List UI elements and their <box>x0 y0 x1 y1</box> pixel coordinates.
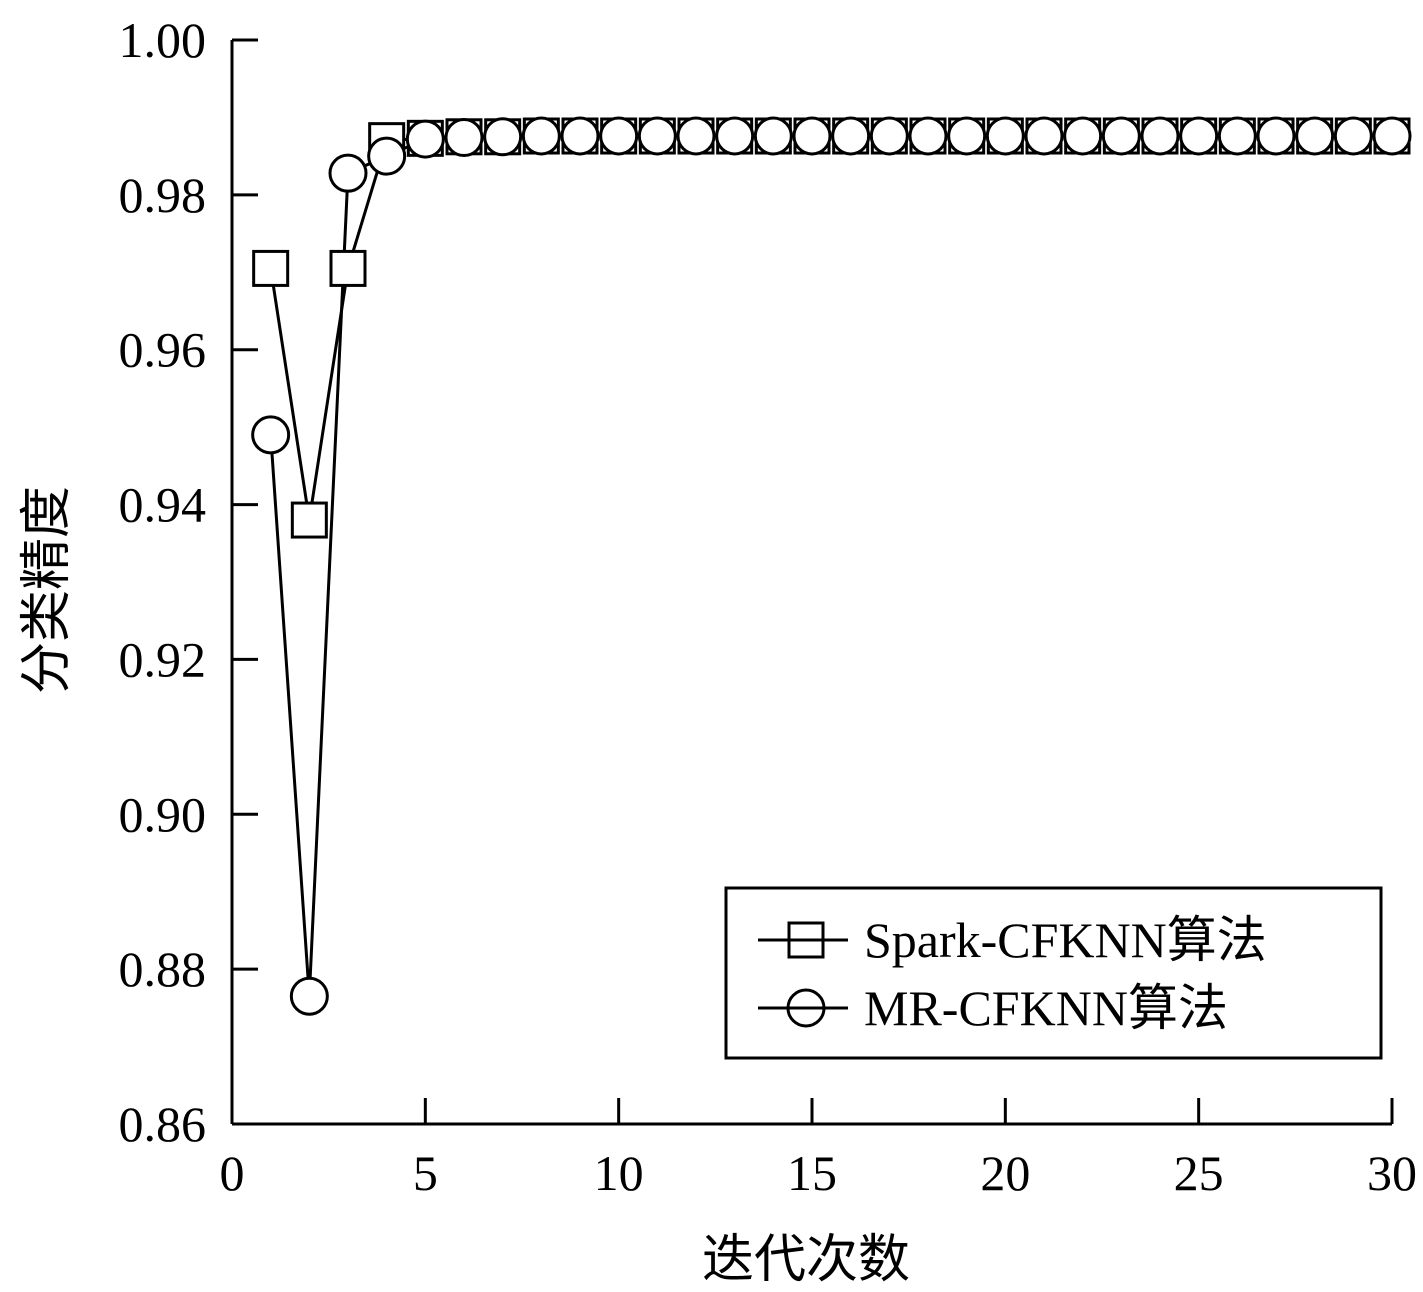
plot-marks <box>251 116 1412 1016</box>
y-tick-label: 0.92 <box>119 631 207 687</box>
data-point-circle <box>367 136 407 176</box>
data-point-circle <box>1256 116 1296 156</box>
x-tick-label: 20 <box>980 1145 1030 1201</box>
y-tick-label: 1.00 <box>119 12 207 68</box>
data-point-square <box>252 249 290 287</box>
x-tick-label: 25 <box>1174 1145 1224 1201</box>
data-point-circle <box>1024 116 1064 156</box>
data-point-circle <box>715 116 755 156</box>
y-axis-label: 分类精度 <box>17 486 77 694</box>
data-point-circle <box>1217 116 1257 156</box>
y-tick-label: 0.94 <box>119 477 207 533</box>
data-point-circle <box>637 116 677 156</box>
series-line-mr-cfknn <box>269 134 1392 997</box>
data-point-circle <box>1140 116 1180 156</box>
data-point-circle <box>753 116 793 156</box>
data-point-circle <box>1333 116 1373 156</box>
data-point-circle <box>405 119 445 159</box>
y-tick-label: 0.86 <box>119 1096 207 1152</box>
series-line-spark-cfknn <box>269 134 1392 521</box>
data-point-circle <box>985 116 1025 156</box>
data-point-circle <box>521 116 561 156</box>
x-axis-label: 迭代次数 <box>702 1230 910 1290</box>
data-point-circle <box>251 415 291 455</box>
data-point-square <box>290 501 328 539</box>
data-point-circle <box>560 116 600 156</box>
x-tick-label: 15 <box>787 1145 837 1201</box>
data-point-circle <box>444 118 484 158</box>
data-point-circle <box>1179 116 1219 156</box>
data-point-circle <box>289 976 329 1016</box>
x-tick-label: 10 <box>594 1145 644 1201</box>
y-tick-label: 0.90 <box>119 786 207 842</box>
legend-label-mr: MR-CFKNN算法 <box>864 980 1228 1036</box>
data-point-circle <box>947 116 987 156</box>
x-tick-label: 0 <box>220 1145 245 1201</box>
data-point-circle <box>1101 116 1141 156</box>
data-point-circle <box>869 116 909 156</box>
data-point-square <box>329 249 367 287</box>
data-point-circle <box>328 153 368 193</box>
x-tick-label: 5 <box>413 1145 438 1201</box>
data-point-circle <box>676 116 716 156</box>
y-tick-label: 0.98 <box>119 167 207 223</box>
y-tick-label: 0.96 <box>119 322 207 378</box>
legend-marker-square <box>787 921 825 959</box>
legend-box <box>724 886 1383 1060</box>
x-tick-label: 30 <box>1367 1145 1417 1201</box>
data-point-circle <box>1295 116 1335 156</box>
data-point-circle <box>1372 116 1412 156</box>
data-point-circle <box>908 116 948 156</box>
data-point-circle <box>1063 116 1103 156</box>
data-point-circle <box>831 116 871 156</box>
legend: Spark-CFKNN算法 MR-CFKNN算法 <box>724 886 1383 1060</box>
data-point-circle <box>599 116 639 156</box>
tick-marks: 0 5 10 15 20 25 30 0.86 0.88 0.90 0.92 0.94 0.96 0.98… <box>119 12 1418 1201</box>
legend-marker-circle <box>786 988 826 1028</box>
legend-label-spark: Spark-CFKNN算法 <box>864 912 1267 968</box>
data-point-circle <box>483 117 523 157</box>
data-point-circle <box>792 116 832 156</box>
y-tick-label: 0.88 <box>119 941 207 997</box>
